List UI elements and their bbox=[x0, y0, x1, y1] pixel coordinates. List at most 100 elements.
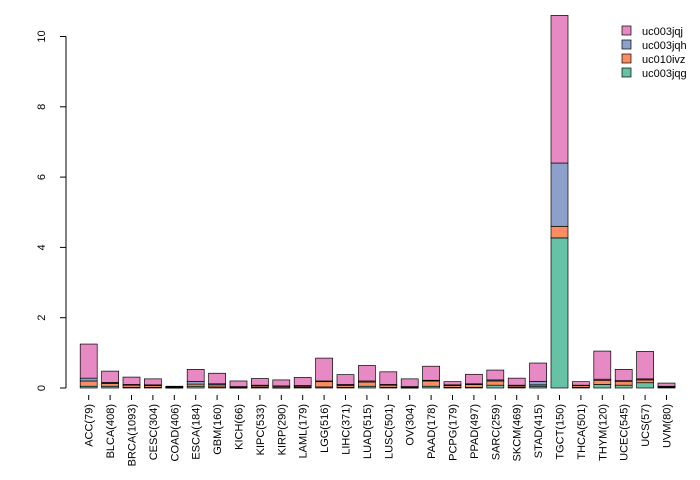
bar-stack bbox=[529, 362, 547, 389]
bar-stack bbox=[593, 350, 612, 389]
bar-segment-uc003jqj bbox=[293, 377, 312, 386]
bar-segment-uc003jqj bbox=[186, 369, 205, 382]
bar-segment-uc003jqj bbox=[79, 343, 98, 379]
bar-segment-uc010ivz bbox=[422, 380, 440, 387]
y-tick-label: 0 bbox=[36, 385, 48, 391]
x-tick-label: SARC(259) bbox=[490, 404, 502, 460]
bar-segment-uc003jqh bbox=[550, 162, 569, 227]
bar-segment-uc003jqj bbox=[636, 351, 654, 380]
x-tick-label: THCA(501) bbox=[576, 404, 588, 460]
bar-stack bbox=[507, 377, 526, 389]
bar-stack bbox=[636, 351, 654, 389]
bar-stack bbox=[572, 381, 590, 389]
x-tick-label: GBM(160) bbox=[212, 404, 224, 455]
legend-label: uc003jqj bbox=[642, 26, 683, 38]
x-tick-label: ESCA(184) bbox=[191, 404, 203, 460]
bar-segment-uc003jqj bbox=[272, 379, 291, 387]
x-tick-label: STAD(415) bbox=[533, 404, 545, 458]
y-tick-label: 8 bbox=[36, 104, 48, 110]
bar-segment-uc010ivz bbox=[593, 379, 612, 385]
legend: uc003jqj uc003jqh uc010ivz uc003jqg bbox=[621, 25, 687, 80]
x-tick-label: THYM(120) bbox=[597, 404, 609, 461]
bar-segment-uc003jqj bbox=[529, 362, 547, 382]
bar-segment-uc003jqj bbox=[422, 365, 440, 381]
x-tick-label: KIRP(290) bbox=[276, 404, 288, 455]
bar-stack bbox=[251, 378, 269, 389]
x-tick-label: BLCA(408) bbox=[105, 404, 117, 458]
bar-stack bbox=[336, 374, 355, 389]
bar-segment-uc010ivz bbox=[614, 381, 633, 386]
bar-segment-uc003jqj bbox=[251, 378, 269, 386]
legend-swatch bbox=[621, 67, 632, 78]
bar-segment-uc003jqj bbox=[486, 369, 505, 381]
bar-stack bbox=[379, 371, 398, 389]
bar-stack bbox=[79, 343, 98, 389]
bar-segment-uc003jqj bbox=[101, 370, 119, 383]
bar-stack bbox=[550, 15, 569, 389]
bar-segment-uc003jqh bbox=[186, 380, 205, 385]
bar-stack bbox=[486, 369, 505, 389]
bar-stack bbox=[400, 378, 419, 389]
x-tick-label: KICH(66) bbox=[234, 404, 246, 450]
bar-segment-uc010ivz bbox=[486, 380, 505, 386]
bar-stack bbox=[272, 379, 291, 389]
x-tick-label: PPAD(497) bbox=[469, 404, 481, 459]
bar-segment-uc003jqj bbox=[165, 385, 184, 388]
bar-segment-uc003jqh bbox=[529, 380, 547, 386]
bar-segment-uc003jqj bbox=[144, 378, 162, 386]
bar-segment-uc003jqg bbox=[486, 384, 505, 389]
bar-segment-uc003jqg bbox=[550, 237, 569, 389]
bar-segment-uc003jqj bbox=[315, 357, 333, 382]
x-tick-label: OV(304) bbox=[405, 404, 417, 446]
x-tick-label: LUSC(501) bbox=[383, 404, 395, 459]
y-tick-label: 6 bbox=[36, 174, 48, 180]
x-tick-label: LUAD(515) bbox=[362, 404, 374, 459]
y-tick-label: 4 bbox=[36, 244, 48, 250]
x-tick-label: PAAD(178) bbox=[426, 404, 438, 459]
bar-stack bbox=[358, 365, 376, 389]
x-tick-label: LGG(516) bbox=[319, 404, 331, 453]
bar-segment-uc003jqj bbox=[208, 372, 226, 385]
bar-segment-uc010ivz bbox=[465, 384, 483, 388]
bar-segment-uc003jqj bbox=[572, 381, 590, 386]
bar-segment-uc003jqj bbox=[657, 382, 676, 387]
bar-segment-uc003jqj bbox=[379, 371, 398, 385]
legend-item: uc003jqj bbox=[621, 25, 683, 38]
bar-stack bbox=[614, 369, 633, 389]
bar-stack bbox=[657, 382, 676, 389]
x-tick-label: LIHC(371) bbox=[341, 404, 353, 455]
bar-segment-uc003jqj bbox=[336, 374, 355, 385]
bar-stack bbox=[422, 365, 440, 389]
bar-segment-uc003jqg bbox=[614, 384, 633, 389]
bar-segment-uc003jqg bbox=[636, 382, 654, 389]
x-tick-label: COAD(406) bbox=[169, 404, 181, 461]
bar-segment-uc003jqh bbox=[79, 377, 98, 382]
bar-stack bbox=[165, 385, 184, 389]
x-tick-label: TGCT(150) bbox=[555, 404, 567, 460]
bar-stack bbox=[208, 372, 226, 389]
x-tick-label: UCEC(545) bbox=[619, 404, 631, 461]
bar-segment-uc003jqj bbox=[443, 381, 462, 386]
y-tick-label: 2 bbox=[36, 315, 48, 321]
bar-segment-uc010ivz bbox=[636, 379, 654, 384]
bar-segment-uc003jqg bbox=[593, 384, 612, 389]
bar-segment-uc010ivz bbox=[315, 381, 333, 388]
y-axis: 0 2 4 6 8 10 bbox=[36, 30, 67, 391]
legend-label: uc003jqh bbox=[642, 40, 687, 52]
bar-segment-uc003jqj bbox=[550, 15, 569, 164]
bar-segment-uc003jqj bbox=[507, 377, 526, 386]
bar-stack bbox=[122, 376, 141, 389]
x-tick-label: SKCM(469) bbox=[512, 404, 524, 461]
x-tick-label: PCPG(179) bbox=[448, 404, 460, 461]
y-tick-label: 10 bbox=[36, 30, 48, 42]
legend-item: uc003jqg bbox=[621, 67, 687, 80]
legend-item: uc010ivz bbox=[621, 53, 685, 66]
x-tick-label: UCS(57) bbox=[640, 404, 652, 447]
legend-item: uc003jqh bbox=[621, 39, 687, 52]
bar-segment-uc003jqj bbox=[229, 380, 248, 387]
bar-stack bbox=[315, 357, 333, 389]
bar-segment-uc010ivz bbox=[101, 383, 119, 387]
bar-segment-uc010ivz bbox=[79, 380, 98, 387]
legend-label: uc003jqg bbox=[642, 68, 687, 80]
